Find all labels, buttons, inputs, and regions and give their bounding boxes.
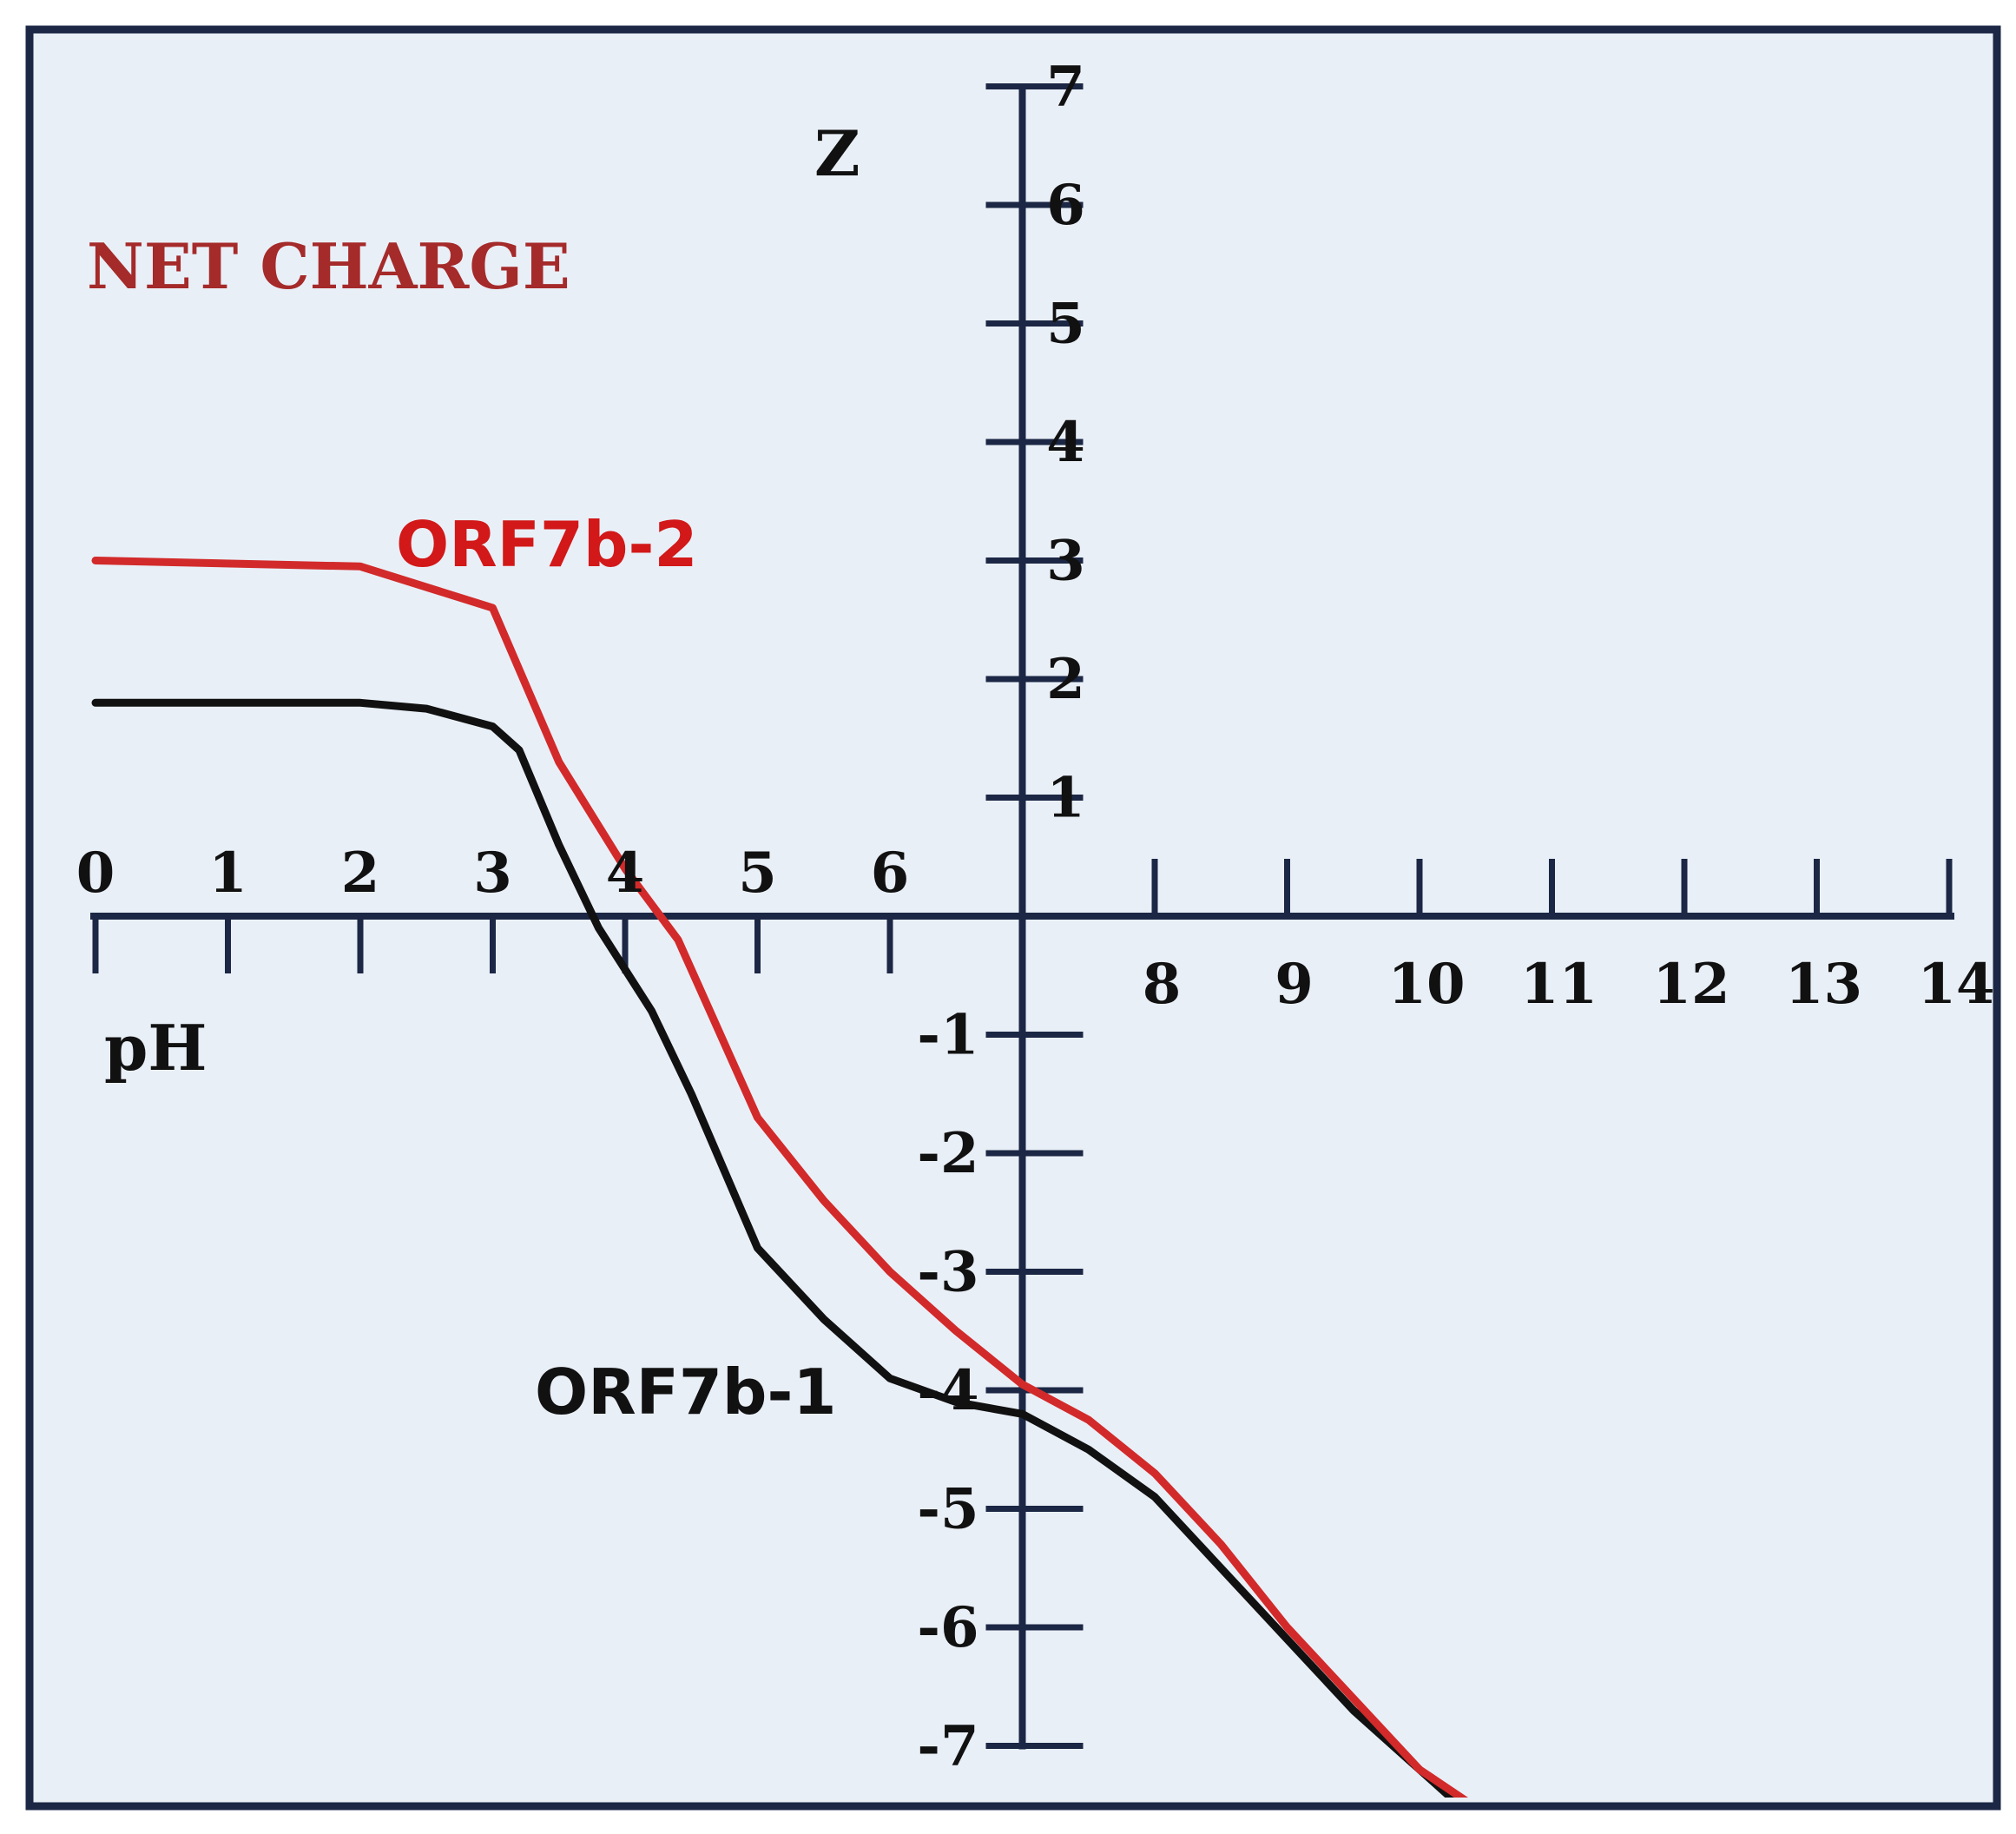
x-tick-label: 14	[1917, 952, 1994, 1017]
y-tick-label: 4	[1046, 410, 1085, 475]
series-line-orf7b-2	[91, 557, 1468, 1798]
series-label-orf7b-2: ORF7b-2	[396, 508, 697, 581]
x-tick-label: 9	[1275, 952, 1314, 1017]
y-tick-label: 5	[1046, 292, 1085, 357]
y-tick-label: 1	[1046, 766, 1085, 831]
x-axis-label: pH	[104, 1011, 207, 1085]
x-tick-label: 11	[1520, 952, 1598, 1017]
y-tick-label: 7	[1046, 55, 1085, 120]
y-tick-label: 3	[1046, 529, 1085, 594]
series	[91, 557, 1468, 1798]
x-tick-label: 3	[473, 841, 512, 906]
chart-title: NET CHARGE	[87, 229, 570, 303]
series-label-orf7b-1: ORF7b-1	[535, 1356, 836, 1428]
y-tick-label: -7	[917, 1714, 978, 1779]
y-tick-label: 2	[1046, 647, 1085, 712]
x-tick-label: 2	[341, 841, 380, 906]
y-tick-label: -2	[917, 1121, 978, 1186]
x-tick-label: 0	[76, 841, 115, 906]
series-line-orf7b-1	[91, 698, 1457, 1798]
y-tick-label: -4	[917, 1358, 978, 1423]
y-tick-label: -3	[917, 1240, 978, 1305]
y-tick-label: 6	[1046, 173, 1085, 238]
y-tick-label: -6	[917, 1595, 978, 1660]
x-tick-label: 6	[871, 841, 910, 906]
x-tick-label: 8	[1143, 952, 1182, 1017]
y-tick-label: -1	[917, 1003, 978, 1068]
x-tick-label: 12	[1652, 952, 1729, 1017]
x-tick-label: 1	[208, 841, 247, 906]
x-tick-label: 13	[1785, 952, 1862, 1017]
x-tick-label: 10	[1387, 952, 1465, 1017]
y-tick-label: -5	[917, 1477, 978, 1542]
x-tick-label: 5	[738, 841, 777, 906]
x-tick-label: 4	[606, 841, 645, 906]
labels: NET CHARGE Z pH ORF7b-2 ORF7b-1 0 1 2 3 4 5 68…	[76, 55, 1995, 1779]
y-axis-label: Z	[814, 116, 860, 190]
